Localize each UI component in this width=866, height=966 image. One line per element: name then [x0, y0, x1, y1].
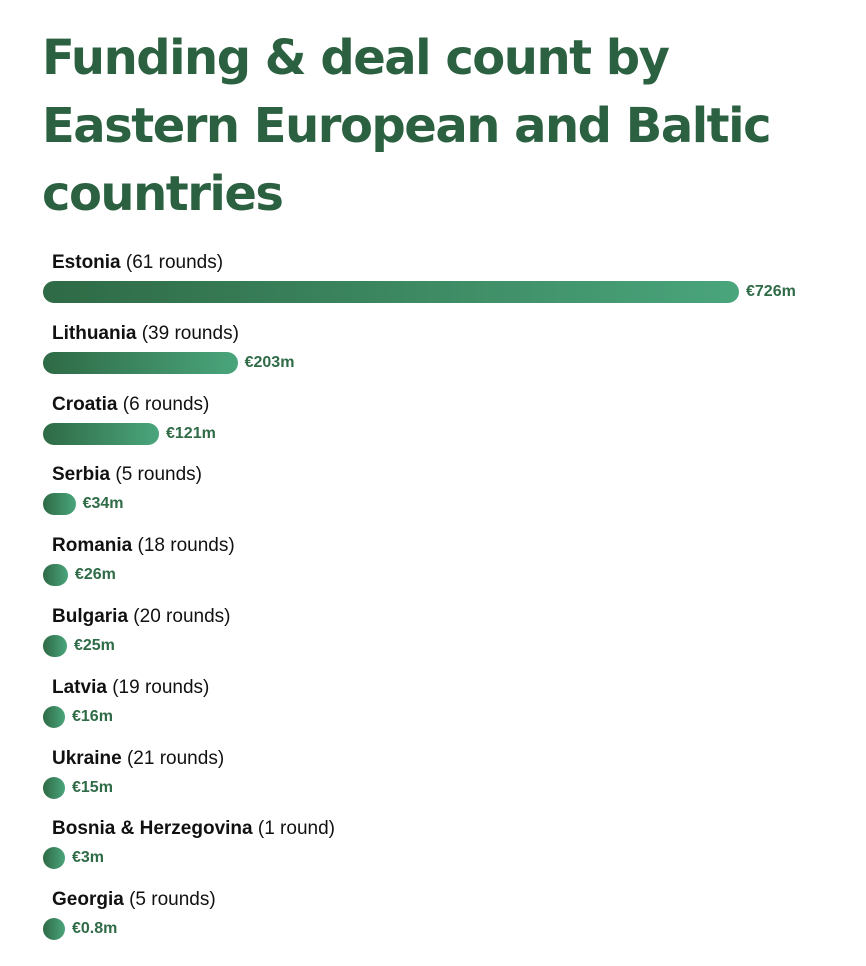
- bar: [43, 564, 68, 587]
- country-name: Serbia: [52, 464, 111, 486]
- bar: [43, 918, 65, 941]
- value-label: €15m: [72, 778, 113, 796]
- round-count: (18 rounds): [132, 535, 235, 557]
- bar: [43, 281, 739, 303]
- bar: [43, 635, 67, 657]
- country-name: Ukraine: [52, 747, 122, 769]
- value-label: €3m: [72, 849, 105, 867]
- category-label: Serbia (5 rounds): [52, 464, 202, 486]
- chart-title: Funding & deal count by Eastern European…: [42, 30, 772, 222]
- round-count: (61 rounds): [120, 252, 224, 273]
- bar: [43, 493, 76, 516]
- bar: [43, 847, 65, 870]
- country-name: Romania: [52, 535, 133, 557]
- country-name: Bosnia & Herzegovina: [52, 818, 253, 840]
- category-label: Bosnia & Herzegovina (1 round): [52, 818, 335, 840]
- bar: [43, 776, 65, 799]
- bar: [43, 705, 65, 728]
- round-count: (5 rounds): [110, 464, 202, 486]
- round-count: (1 round): [252, 818, 335, 840]
- country-name: Croatia: [52, 393, 118, 415]
- country-name: Bulgaria: [52, 606, 129, 627]
- country-name: Lithuania: [52, 322, 137, 344]
- value-label: €203m: [244, 353, 295, 371]
- category-label: Croatia (6 rounds): [52, 394, 209, 416]
- category-label: Estonia (61 rounds): [52, 252, 223, 274]
- value-label: €26m: [74, 566, 116, 584]
- category-label: Romania (18 rounds): [52, 535, 235, 557]
- category-label: Latvia (19 rounds): [52, 677, 209, 699]
- country-name: Georgia: [52, 889, 124, 911]
- category-label: Lithuania (39 rounds): [52, 323, 239, 345]
- round-count: (19 rounds): [106, 676, 210, 698]
- round-count: (39 rounds): [136, 322, 239, 344]
- round-count: (5 rounds): [123, 889, 216, 911]
- country-name: Estonia: [52, 252, 121, 273]
- round-count: (6 rounds): [117, 393, 210, 415]
- country-name: Latvia: [52, 676, 107, 698]
- value-label: €0.8m: [72, 920, 118, 938]
- category-label: Bulgaria (20 rounds): [52, 606, 230, 628]
- bar: [43, 351, 238, 374]
- value-label: €34m: [82, 495, 124, 513]
- round-count: (20 rounds): [128, 606, 231, 627]
- category-label: Georgia (5 rounds): [52, 889, 216, 911]
- value-label: €726m: [746, 283, 796, 300]
- round-count: (21 rounds): [121, 747, 225, 769]
- bar: [43, 422, 159, 445]
- category-label: Ukraine (21 rounds): [52, 748, 224, 770]
- value-label: €121m: [166, 424, 216, 442]
- value-label: €25m: [73, 637, 115, 654]
- value-label: €16m: [72, 707, 113, 725]
